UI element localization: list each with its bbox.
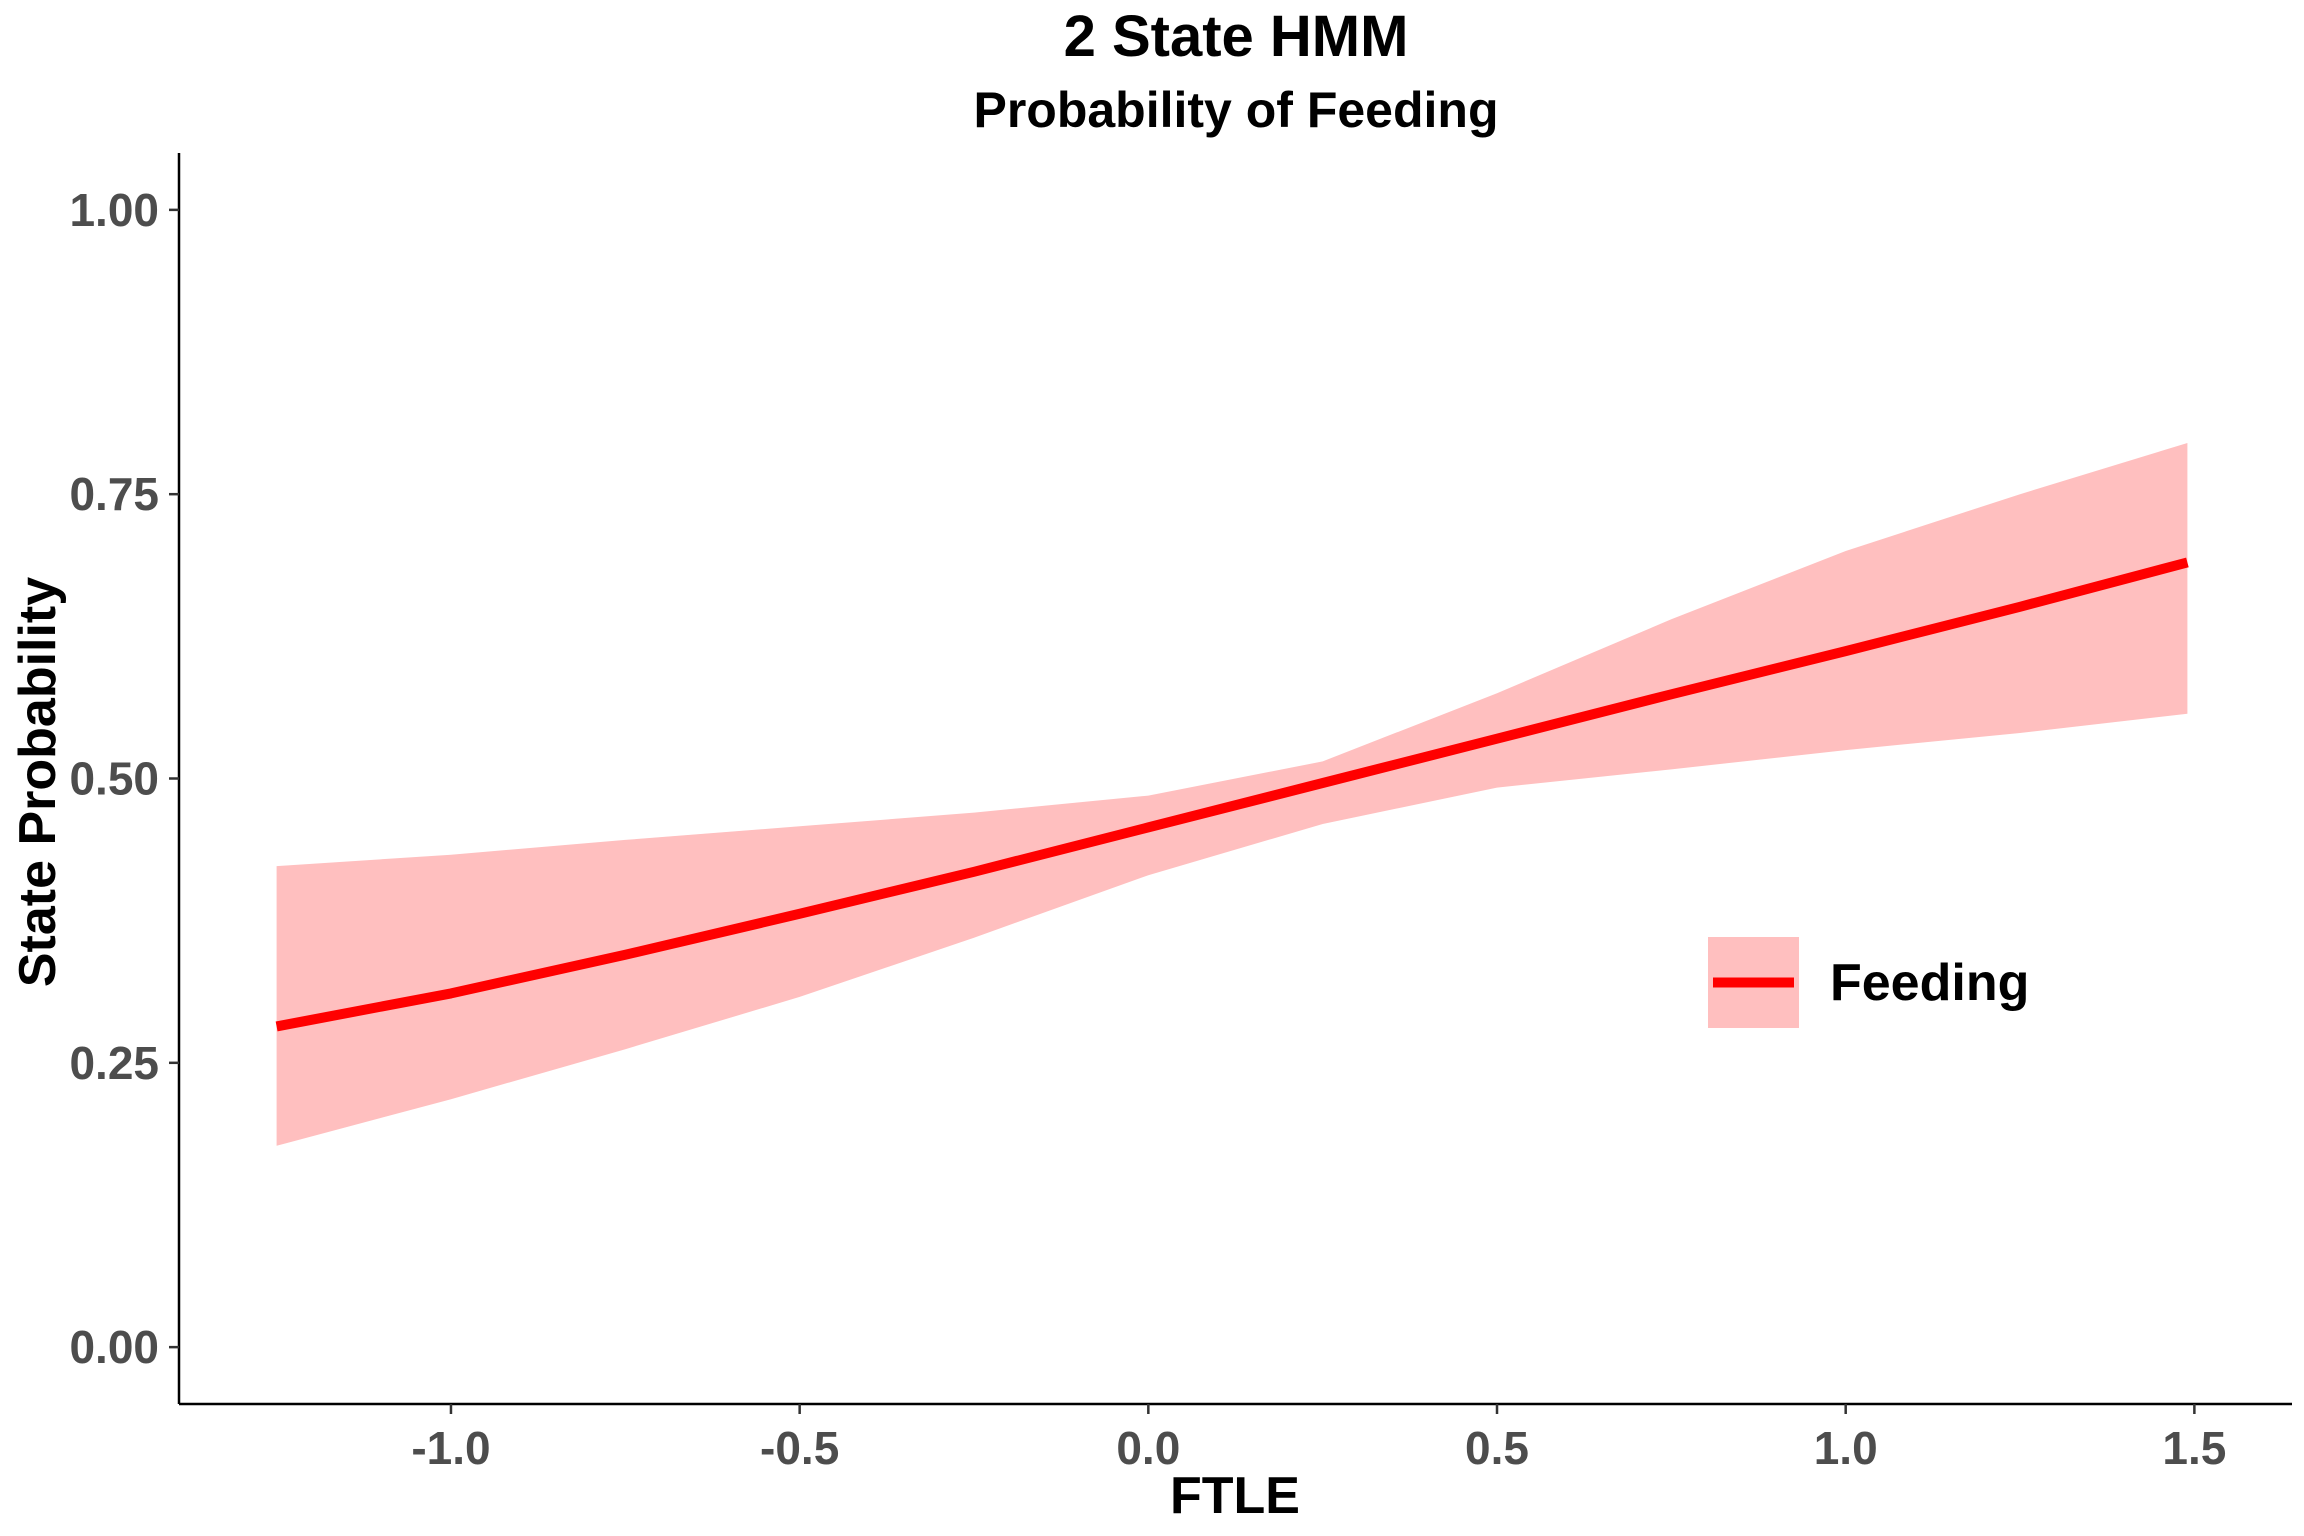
chart-title: 2 State HMM	[1064, 4, 1409, 69]
series-line-feeding	[275, 557, 2189, 1032]
confidence-ribbon-feeding	[276, 443, 2188, 1146]
legend: Feeding	[1708, 937, 2029, 1028]
x-axis-title: FTLE	[1170, 1467, 1300, 1525]
y-axis-title: State Probability	[9, 577, 67, 987]
x-tick-label: -0.5	[760, 1422, 839, 1474]
x-tick-label: -1.0	[411, 1422, 490, 1474]
series-lines	[275, 557, 2189, 1032]
plot-area	[275, 443, 2189, 1146]
y-tick-label: 0.75	[69, 468, 159, 520]
y-axis: 0.00 0.25 0.50 0.75 1.00	[69, 153, 181, 1404]
chart-subtitle: Probability of Feeding	[973, 82, 1498, 138]
legend-label: Feeding	[1830, 954, 2029, 1012]
x-tick-label: 1.5	[2162, 1422, 2226, 1474]
x-tick-label: 0.0	[1116, 1422, 1180, 1474]
x-tick-label: 1.0	[1814, 1422, 1878, 1474]
y-tick-label: 0.50	[69, 753, 159, 805]
x-axis: -1.0 -0.5 0.0 0.5 1.0 1.5	[179, 1402, 2292, 1474]
y-tick-label: 0.00	[69, 1321, 159, 1373]
x-tick-label: 0.5	[1465, 1422, 1529, 1474]
confidence-ribbons	[276, 443, 2188, 1146]
y-tick-label: 1.00	[69, 184, 159, 236]
y-tick-label: 0.25	[69, 1037, 159, 1089]
